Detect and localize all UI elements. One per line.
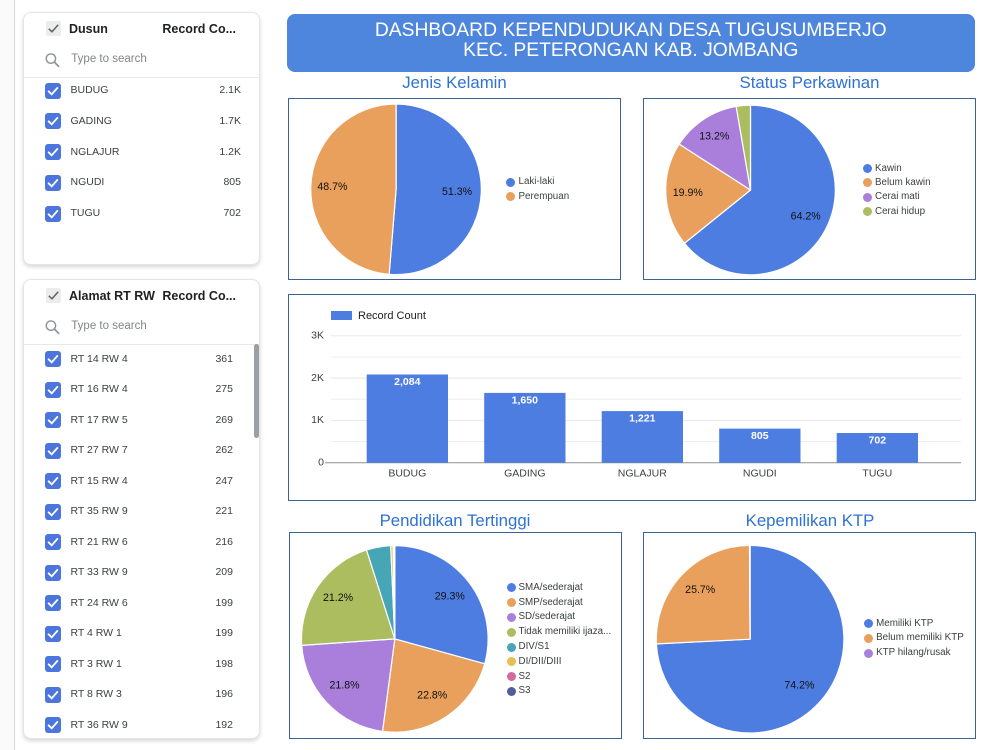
svg-text:51.3%: 51.3% (441, 186, 472, 198)
svg-text:48.7%: 48.7% (317, 181, 348, 193)
svg-text:702: 702 (868, 434, 886, 446)
svg-text:1K: 1K (311, 414, 324, 426)
svg-text:29.3%: 29.3% (434, 590, 465, 602)
svg-text:805: 805 (751, 430, 769, 442)
svg-text:NGUDI: NGUDI (742, 467, 776, 479)
svg-text:1,650: 1,650 (511, 394, 537, 406)
svg-text:1,221: 1,221 (629, 412, 655, 424)
svg-text:22.8%: 22.8% (417, 689, 448, 701)
svg-text:NGLAJUR: NGLAJUR (617, 467, 666, 479)
svg-text:TUGU: TUGU (862, 467, 892, 479)
svg-text:64.2%: 64.2% (790, 211, 821, 223)
svg-text:25.7%: 25.7% (685, 583, 716, 595)
svg-text:3K: 3K (311, 329, 324, 341)
svg-text:74.2%: 74.2% (784, 679, 815, 691)
svg-text:GADING: GADING (504, 467, 545, 479)
svg-text:2,084: 2,084 (394, 376, 420, 388)
svg-text:21.8%: 21.8% (329, 679, 360, 691)
svg-text:13.2%: 13.2% (699, 130, 730, 142)
svg-text:BUDUG: BUDUG (388, 467, 426, 479)
svg-text:2K: 2K (311, 371, 324, 383)
svg-text:Record Count: Record Count (358, 309, 426, 321)
svg-text:19.9%: 19.9% (672, 187, 703, 199)
svg-text:21.2%: 21.2% (322, 591, 353, 603)
svg-text:0: 0 (318, 456, 324, 468)
